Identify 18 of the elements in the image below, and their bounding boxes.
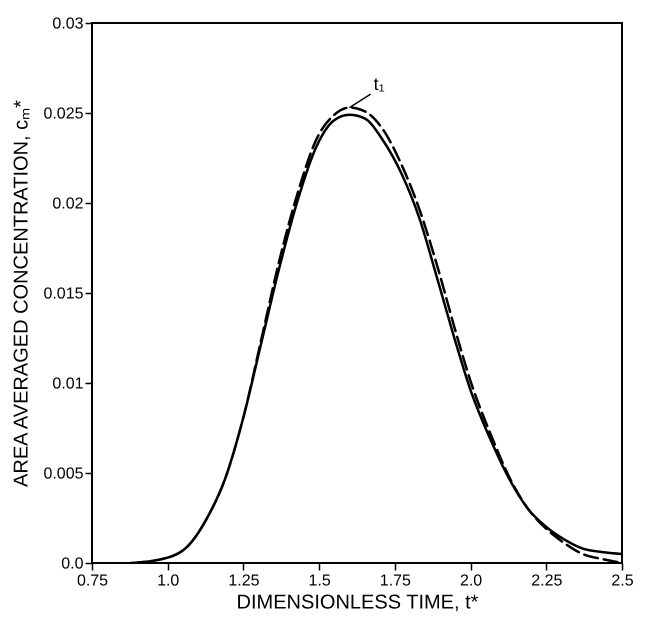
y-tick-label: 0.03 [52,16,84,32]
x-axis-title: DIMENSIONLESS TIME, t* [236,592,479,614]
y-tick-label: 0.015 [43,286,84,302]
x-tick-label: 2.25 [531,572,562,590]
y-tick-label: 0.025 [43,106,84,122]
y-tick-label: 0.01 [52,376,84,392]
x-tick-label: 1.0 [157,572,180,590]
x-tick-label: 1.5 [308,572,331,590]
x-tick-label: 1.75 [380,572,412,590]
x-tick-label: 2.5 [611,572,634,590]
y-tick-label: 0.005 [43,466,84,482]
y-axis-title: AREA AVERAGED CONCENTRATION, cₘ* [10,100,32,487]
x-tick-label: 2.0 [460,572,482,590]
annotation: t₁ [374,74,385,94]
x-tick-label: 0.75 [76,572,108,590]
x-tick-label: 1.25 [228,572,260,590]
y-tick-label: 0.02 [52,196,84,212]
y-tick-label: 0.0 [61,556,84,572]
